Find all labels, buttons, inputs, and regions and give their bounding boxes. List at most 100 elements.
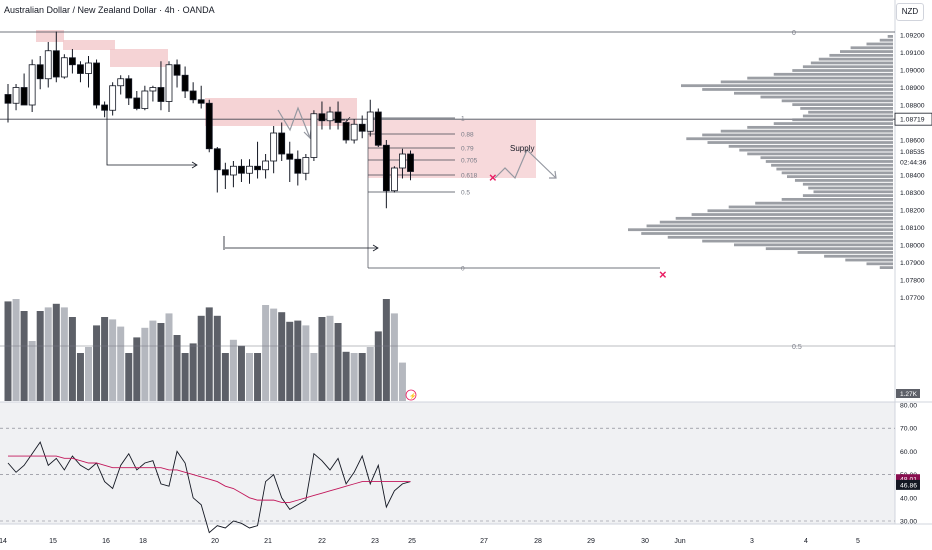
volume-profile-row (641, 232, 893, 235)
candle-body (366, 111, 374, 132)
volume-profile-row (747, 125, 893, 129)
volume-bar (101, 317, 109, 401)
volume-bar (237, 345, 245, 401)
volume-profile-row (850, 46, 893, 50)
volume-profile-row (866, 262, 893, 266)
volume-bar (76, 353, 84, 401)
projection-path (277, 106, 311, 139)
arrow-head (191, 161, 198, 169)
volume-profile-row (802, 182, 893, 186)
volume-profile-row (765, 247, 893, 251)
volume-bar (398, 362, 406, 401)
volume-profile-row (765, 160, 893, 163)
volume-profile-row (659, 220, 893, 224)
volume-bar (133, 337, 141, 401)
volume-profile-row (887, 35, 893, 38)
volume-profile-row (667, 235, 893, 239)
volume-bar (213, 315, 221, 401)
volume-profile-row (792, 118, 893, 122)
candle-body (270, 132, 278, 162)
candle-body (125, 78, 133, 99)
candle-body (246, 165, 253, 174)
candle-body (350, 123, 358, 141)
rsi-ma-value-box (896, 474, 920, 485)
volume-bar (302, 325, 310, 401)
volume-profile-row (787, 175, 893, 179)
volume-bar (278, 312, 286, 401)
volume-profile-row (675, 216, 893, 220)
candle-body (93, 62, 100, 106)
candle-body (20, 87, 28, 106)
price-tick-label: 1.08300 (900, 190, 925, 197)
volume-profile-row (781, 197, 893, 201)
time-tick-label: Jun (674, 538, 685, 545)
fib-level-label: 0.618 (461, 173, 478, 180)
candle-body (262, 160, 270, 171)
time-tick-label: 21 (264, 538, 272, 545)
volume-bar (141, 327, 149, 401)
volume-bar (366, 347, 374, 401)
supply-zone (110, 49, 168, 67)
volume-bar (246, 353, 253, 401)
volume-profile-row (728, 144, 893, 148)
volume-profile-row (802, 194, 893, 197)
candle-body (254, 165, 261, 171)
volume-bar (294, 320, 302, 401)
rsi-tick-label: 30.00 (900, 519, 917, 526)
candle-body (157, 87, 165, 102)
rsi-tick-label: 40.00 (900, 495, 917, 502)
volume-bar (254, 353, 262, 401)
volume-profile-row (781, 171, 893, 175)
volume-bar (165, 313, 173, 401)
projection-arrow (549, 170, 557, 179)
price-tick-label: 1.09100 (900, 50, 925, 57)
volume-bar (334, 323, 342, 401)
volume-profile-row (824, 254, 893, 258)
candle-body (238, 165, 245, 174)
candle-body (286, 153, 294, 160)
volume-bar (342, 351, 350, 401)
candle-body (278, 132, 286, 155)
volume-profile-row (781, 99, 893, 103)
candle-body (374, 111, 382, 146)
volume-profile-row (747, 76, 893, 80)
volume-bar (157, 323, 165, 401)
rsi-tick-label: 60.00 (900, 449, 917, 456)
time-tick-label: 23 (371, 538, 379, 545)
volume-profile-row (800, 107, 893, 110)
candle-body (390, 167, 398, 192)
fib-level-label: 1 (461, 116, 465, 123)
volume-bar (36, 311, 44, 401)
volume-profile-row (794, 179, 893, 182)
volume-profile-row (802, 65, 893, 69)
volume-bar (93, 325, 101, 401)
volume-profile-row (773, 72, 893, 76)
volume-bar (286, 321, 294, 401)
fib-level-label: 0.79 (461, 146, 474, 153)
candle-body (60, 57, 68, 78)
chart-title: Australian Dollar / New Zealand Dollar ·… (4, 5, 215, 15)
rsi-ma-line (8, 455, 411, 503)
volume-bar (85, 347, 92, 401)
candle-body (101, 104, 108, 111)
volume-bar (318, 317, 326, 401)
volume-bar (197, 315, 205, 401)
current-price-label: 1.08535 (900, 149, 925, 156)
volume-profile-row (702, 133, 893, 137)
volume-profile-row (808, 110, 893, 114)
countdown-label: 02:44:36 (900, 159, 927, 166)
upper-level-label: 0 (792, 30, 796, 37)
projection-path (494, 148, 557, 180)
volume-profile-row (747, 152, 893, 156)
candle-body (173, 64, 181, 76)
volume-value-box (896, 389, 920, 398)
volume-bar (205, 307, 213, 401)
currency-button[interactable]: NZD (896, 3, 924, 21)
volume-profile-row (818, 57, 893, 61)
volume-bar (350, 353, 358, 401)
volume-profile-row (792, 69, 893, 72)
volume-bar (44, 307, 52, 401)
time-tick-label: 15 (49, 538, 57, 545)
volume-profile-row (707, 141, 893, 144)
